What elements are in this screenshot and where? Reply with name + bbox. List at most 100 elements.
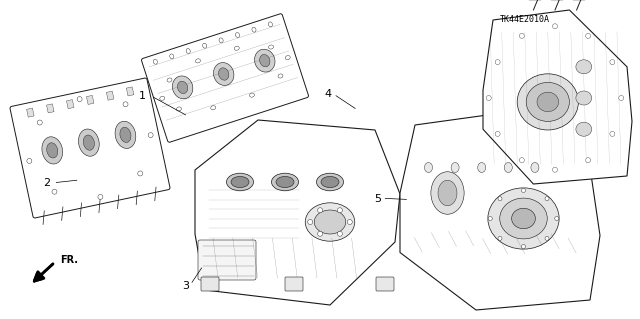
- Ellipse shape: [477, 162, 486, 173]
- Bar: [47, 104, 54, 113]
- FancyBboxPatch shape: [10, 78, 170, 218]
- Ellipse shape: [511, 208, 536, 229]
- FancyBboxPatch shape: [376, 277, 394, 291]
- Ellipse shape: [586, 158, 591, 163]
- Ellipse shape: [52, 189, 57, 194]
- Ellipse shape: [576, 60, 592, 74]
- Ellipse shape: [610, 131, 615, 137]
- Ellipse shape: [486, 95, 492, 100]
- Ellipse shape: [337, 208, 342, 213]
- Polygon shape: [400, 110, 600, 310]
- Ellipse shape: [27, 159, 32, 163]
- Ellipse shape: [211, 106, 216, 110]
- Ellipse shape: [576, 122, 592, 136]
- Ellipse shape: [160, 96, 164, 100]
- Ellipse shape: [610, 60, 615, 65]
- FancyBboxPatch shape: [141, 14, 308, 142]
- Ellipse shape: [250, 93, 255, 97]
- Ellipse shape: [227, 173, 253, 191]
- Ellipse shape: [488, 217, 492, 220]
- Ellipse shape: [234, 46, 239, 50]
- Ellipse shape: [619, 95, 624, 100]
- Ellipse shape: [186, 48, 190, 54]
- Bar: [86, 95, 94, 104]
- Ellipse shape: [545, 197, 549, 201]
- Ellipse shape: [167, 78, 172, 82]
- Ellipse shape: [522, 245, 525, 249]
- Ellipse shape: [138, 171, 143, 176]
- Text: 5: 5: [374, 194, 381, 204]
- Ellipse shape: [196, 59, 200, 63]
- Ellipse shape: [177, 107, 181, 111]
- Ellipse shape: [520, 158, 524, 163]
- Ellipse shape: [271, 173, 298, 191]
- Ellipse shape: [115, 121, 136, 148]
- Ellipse shape: [522, 189, 525, 192]
- Ellipse shape: [451, 162, 459, 173]
- Ellipse shape: [498, 236, 502, 240]
- Ellipse shape: [148, 133, 153, 137]
- Ellipse shape: [268, 22, 273, 27]
- Ellipse shape: [504, 162, 512, 173]
- Ellipse shape: [348, 219, 352, 225]
- Ellipse shape: [79, 129, 99, 156]
- Ellipse shape: [172, 76, 193, 99]
- Ellipse shape: [236, 33, 239, 37]
- Ellipse shape: [498, 197, 502, 201]
- Ellipse shape: [488, 188, 559, 249]
- Ellipse shape: [120, 127, 131, 143]
- Ellipse shape: [77, 97, 82, 101]
- Text: 1: 1: [139, 91, 145, 101]
- FancyBboxPatch shape: [198, 240, 256, 280]
- Ellipse shape: [555, 217, 559, 220]
- Ellipse shape: [269, 45, 273, 49]
- Ellipse shape: [260, 55, 270, 67]
- Ellipse shape: [83, 135, 95, 150]
- Ellipse shape: [526, 82, 570, 122]
- Ellipse shape: [500, 198, 547, 239]
- FancyBboxPatch shape: [285, 277, 303, 291]
- Ellipse shape: [317, 208, 323, 213]
- Text: TK44E2010A: TK44E2010A: [500, 15, 550, 24]
- Ellipse shape: [305, 203, 355, 241]
- Ellipse shape: [586, 33, 591, 38]
- Ellipse shape: [98, 194, 103, 199]
- Ellipse shape: [317, 231, 323, 236]
- Ellipse shape: [278, 74, 283, 78]
- Ellipse shape: [214, 63, 234, 85]
- Bar: [126, 87, 134, 96]
- Ellipse shape: [545, 236, 549, 240]
- Ellipse shape: [552, 167, 557, 172]
- Ellipse shape: [424, 162, 433, 173]
- Text: 4: 4: [324, 89, 332, 99]
- Ellipse shape: [438, 180, 457, 206]
- Polygon shape: [195, 120, 400, 305]
- Ellipse shape: [170, 54, 174, 59]
- Ellipse shape: [531, 162, 539, 173]
- FancyBboxPatch shape: [201, 277, 219, 291]
- Bar: [67, 100, 74, 109]
- Ellipse shape: [177, 81, 188, 93]
- Ellipse shape: [47, 143, 58, 158]
- Ellipse shape: [495, 131, 500, 137]
- Ellipse shape: [276, 176, 294, 188]
- Ellipse shape: [537, 92, 559, 112]
- Ellipse shape: [431, 172, 464, 214]
- Ellipse shape: [42, 137, 63, 164]
- Ellipse shape: [218, 68, 229, 80]
- Ellipse shape: [317, 173, 344, 191]
- Ellipse shape: [321, 176, 339, 188]
- Bar: [27, 108, 34, 117]
- Text: 2: 2: [43, 178, 51, 189]
- Ellipse shape: [123, 102, 128, 107]
- Ellipse shape: [517, 74, 579, 130]
- Text: FR.: FR.: [60, 255, 78, 265]
- Ellipse shape: [520, 33, 524, 38]
- Ellipse shape: [203, 43, 207, 48]
- Ellipse shape: [252, 27, 256, 32]
- Ellipse shape: [37, 120, 42, 125]
- Ellipse shape: [308, 219, 313, 225]
- Ellipse shape: [219, 38, 223, 43]
- Ellipse shape: [495, 60, 500, 65]
- Bar: [106, 91, 114, 100]
